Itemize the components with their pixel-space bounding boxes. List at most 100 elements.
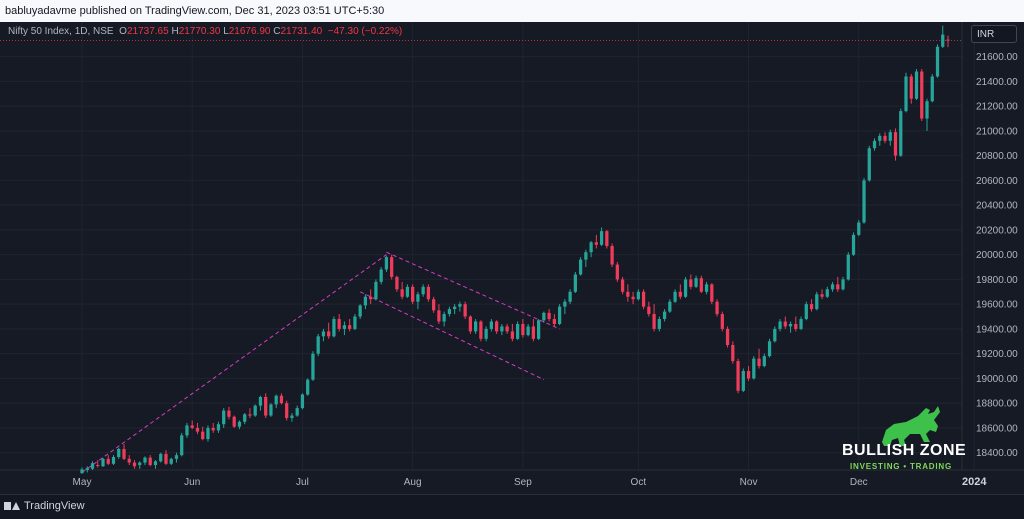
candle-body	[799, 319, 803, 329]
candle-body	[216, 424, 221, 431]
candle-body	[201, 431, 205, 440]
candle-body	[636, 291, 640, 300]
candle-body	[80, 469, 84, 474]
y-tick-label: 18800.00	[976, 399, 1018, 410]
candle-body	[563, 301, 567, 307]
open-label: O	[119, 26, 127, 37]
candle-body	[888, 132, 892, 141]
candle-body	[946, 39, 950, 41]
candle-body	[773, 328, 777, 342]
candle-body	[568, 291, 572, 302]
candle-body	[542, 312, 546, 321]
y-tick-label: 20400.00	[976, 201, 1018, 212]
candle-body	[342, 325, 347, 329]
high-label: H	[171, 26, 179, 37]
candle-body	[920, 71, 924, 119]
candle-body	[594, 242, 598, 245]
y-tick-label: 18400.00	[976, 448, 1018, 459]
candle-body	[138, 462, 142, 466]
candle-body	[925, 101, 929, 119]
candle-body	[85, 468, 89, 470]
candle-body	[720, 314, 724, 329]
candle-body	[384, 257, 389, 270]
candle-body	[321, 331, 326, 337]
candle-body	[237, 421, 242, 427]
candle-body	[851, 234, 856, 255]
x-tick-label: Aug	[404, 477, 422, 488]
candle-body	[106, 458, 110, 464]
candle-body	[300, 394, 305, 409]
candle-body	[316, 336, 320, 354]
close-label: C	[273, 26, 281, 37]
symbol-legend: Nifty 50 Index, 1D, NSE O21737.65 H21770…	[8, 26, 402, 37]
currency-badge[interactable]: INR	[971, 25, 1017, 43]
open-value: 21737.65	[126, 26, 169, 37]
candle-body	[589, 242, 593, 253]
candle-body	[704, 284, 709, 292]
y-tick-label: 20200.00	[976, 225, 1018, 236]
candle-body	[794, 323, 798, 329]
candle-body	[353, 316, 357, 329]
candle-body	[327, 331, 331, 337]
candle-body	[253, 405, 257, 416]
y-tick-label: 19400.00	[976, 324, 1018, 335]
candle-body	[279, 395, 284, 404]
candle-body	[725, 328, 730, 346]
candle-body	[395, 276, 399, 290]
watermark-subtitle: INVESTING • TRADING	[850, 462, 953, 471]
candle-body	[547, 312, 551, 320]
candle-body	[122, 448, 126, 459]
trendline	[359, 291, 545, 381]
chart-area[interactable]	[0, 22, 1024, 494]
candle-body	[941, 34, 945, 47]
candle-body	[820, 294, 824, 297]
candle-body	[416, 294, 420, 302]
candle-body	[557, 306, 562, 324]
candlestick-chart[interactable]: 18400.00 18600.00 18800.00 19000.00 19200.00…	[0, 22, 1024, 494]
candle-body	[510, 331, 515, 339]
y-tick-label: 19000.00	[976, 374, 1018, 385]
candle-body	[174, 455, 179, 459]
y-tick-label: 21000.00	[976, 126, 1018, 137]
y-tick-label: 19800.00	[976, 275, 1018, 286]
candle-body	[143, 457, 147, 463]
candle-body	[662, 311, 667, 320]
candle-body	[500, 326, 504, 332]
candle-body	[222, 410, 226, 425]
tradingview-logo[interactable]: TradingView	[4, 500, 85, 512]
candle-body	[243, 414, 247, 422]
candle-body	[830, 284, 835, 290]
candle-body	[626, 291, 630, 297]
x-tick-label: Jul	[296, 477, 309, 488]
candle-body	[495, 321, 499, 332]
candle-body	[453, 306, 457, 310]
candle-body	[815, 294, 819, 310]
candle-body	[678, 291, 682, 297]
candle-body	[117, 448, 121, 458]
candle-body	[127, 458, 131, 463]
x-tick-label: 2024	[962, 476, 987, 488]
candle-body	[400, 289, 404, 297]
candle-body	[867, 148, 871, 181]
candle-body	[285, 403, 289, 419]
y-tick-label: 19200.00	[976, 349, 1018, 360]
low-label: L	[223, 26, 229, 37]
candle-body	[390, 257, 394, 277]
candle-body	[694, 278, 698, 287]
candle-body	[783, 321, 787, 327]
candle-body	[883, 135, 887, 141]
candle-body	[348, 325, 352, 329]
candle-body	[159, 453, 163, 462]
candle-body	[474, 321, 478, 332]
candle-body	[762, 356, 766, 367]
candle-body	[610, 246, 614, 265]
tradingview-logo-icon	[4, 500, 20, 512]
candle-body	[736, 361, 740, 391]
y-tick-label: 21600.00	[976, 52, 1018, 63]
candle-body	[804, 304, 808, 320]
candle-body	[526, 326, 530, 336]
candle-body	[778, 321, 782, 329]
candle-body	[788, 323, 793, 327]
candle-body	[505, 326, 509, 332]
change-value: −47.30 (−0.22%)	[327, 26, 403, 37]
